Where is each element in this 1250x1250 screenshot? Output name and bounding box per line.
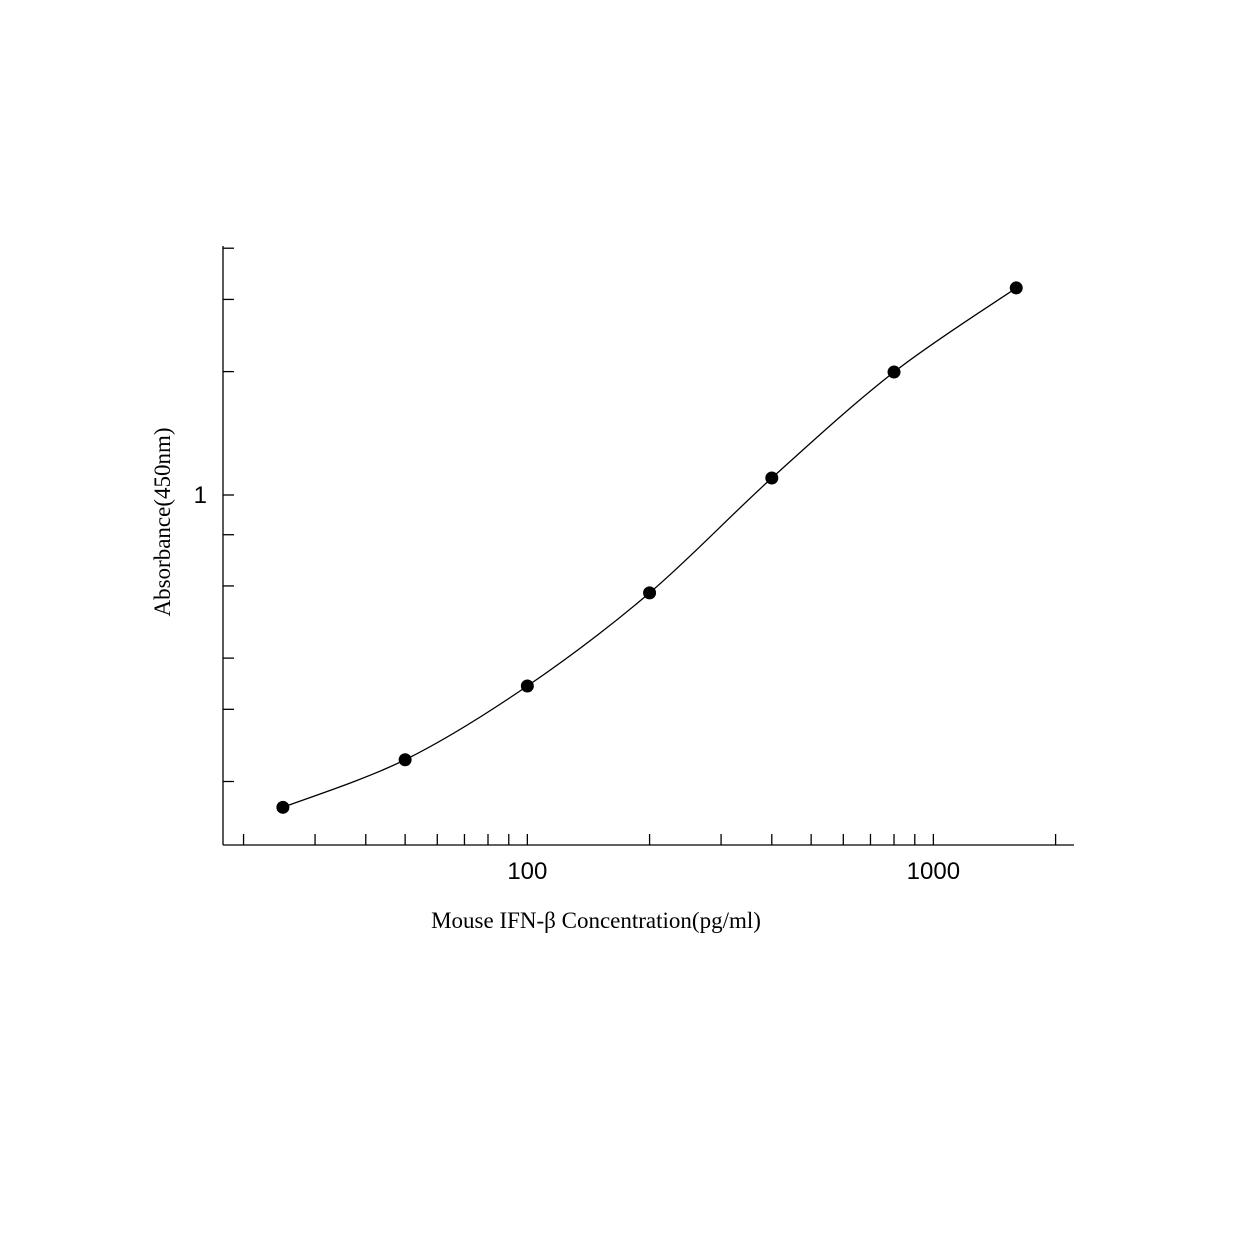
x-tick-label: 100 — [507, 858, 547, 885]
data-point — [1009, 281, 1023, 295]
data-point — [398, 753, 412, 767]
x-axis-title: Mouse IFN-β Concentration(pg/ml) — [431, 908, 761, 933]
x-tick-label: 1000 — [907, 858, 960, 885]
data-point — [520, 679, 534, 693]
y-axis-title: Absorbance(450nm) — [150, 427, 175, 616]
data-point — [765, 471, 779, 485]
data-point — [276, 800, 290, 814]
data-point — [643, 586, 657, 600]
data-point — [887, 365, 901, 379]
y-tick-label: 1 — [194, 482, 207, 509]
fit-curve — [282, 287, 1017, 808]
